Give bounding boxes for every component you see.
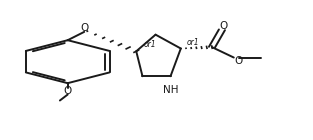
Text: O: O: [234, 56, 243, 66]
Text: O: O: [64, 87, 72, 96]
Text: O: O: [81, 23, 89, 33]
Text: NH: NH: [163, 85, 178, 95]
Text: or1: or1: [144, 40, 157, 49]
Text: O: O: [220, 21, 228, 31]
Text: or1: or1: [187, 38, 200, 47]
